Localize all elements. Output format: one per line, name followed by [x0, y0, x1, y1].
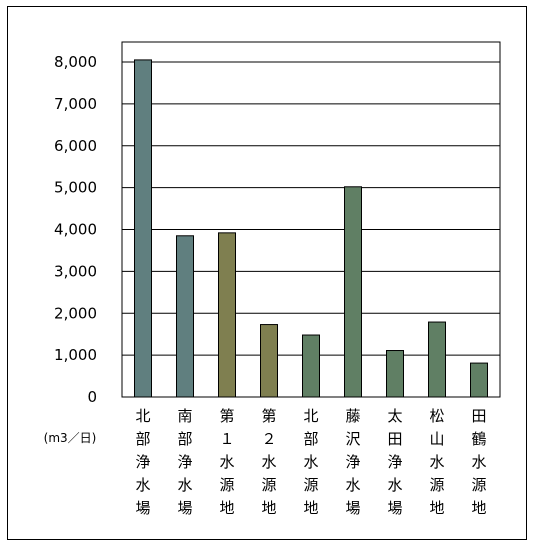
y-tick-label: 1,000: [54, 346, 97, 364]
unit-label: (m3／日): [44, 431, 97, 445]
y-tick-label: 7,000: [54, 95, 97, 113]
bar-7: [386, 350, 404, 398]
bar-5: [302, 334, 320, 398]
bar-8: [428, 321, 446, 398]
bar-2: [176, 235, 194, 398]
x-axis-category-labels: 北部浄水場 南部浄水場 第１水源地 第２水源地 北部水源地 藤沢浄水場 太田浄水場 松山水源地…: [135, 407, 486, 517]
y-tick-label: 2,000: [54, 304, 97, 322]
chart-frame: [7, 6, 527, 540]
x-category-label: 南部浄水場: [177, 407, 192, 517]
y-tick-label: 5,000: [54, 179, 97, 197]
bar-4: [260, 324, 278, 398]
y-tick-label: 4,000: [54, 221, 97, 239]
x-category-label: 北部水源地: [303, 407, 318, 517]
x-category-label: 北部浄水場: [135, 407, 150, 517]
bar-6: [344, 186, 362, 398]
bar-9: [470, 362, 488, 398]
x-category-label: 太田浄水場: [387, 407, 402, 517]
y-tick-label: 0: [87, 388, 97, 406]
x-category-label: 松山水源地: [429, 407, 444, 517]
bars: [134, 59, 488, 398]
x-category-label: 第１水源地: [219, 407, 234, 517]
y-tick-label: 8,000: [54, 53, 97, 71]
x-category-label: 第２水源地: [261, 407, 276, 517]
bar-1: [134, 59, 152, 398]
y-axis-tick-labels: 0 1,000 2,000 3,000 4,000 5,000 6,000 7,000 8,00…: [54, 53, 97, 406]
bar-3: [218, 232, 236, 398]
y-tick-label: 6,000: [54, 137, 97, 155]
x-category-label: 田鶴水源地: [471, 407, 486, 517]
x-category-label: 藤沢浄水場: [345, 407, 360, 517]
y-tick-label: 3,000: [54, 262, 97, 280]
